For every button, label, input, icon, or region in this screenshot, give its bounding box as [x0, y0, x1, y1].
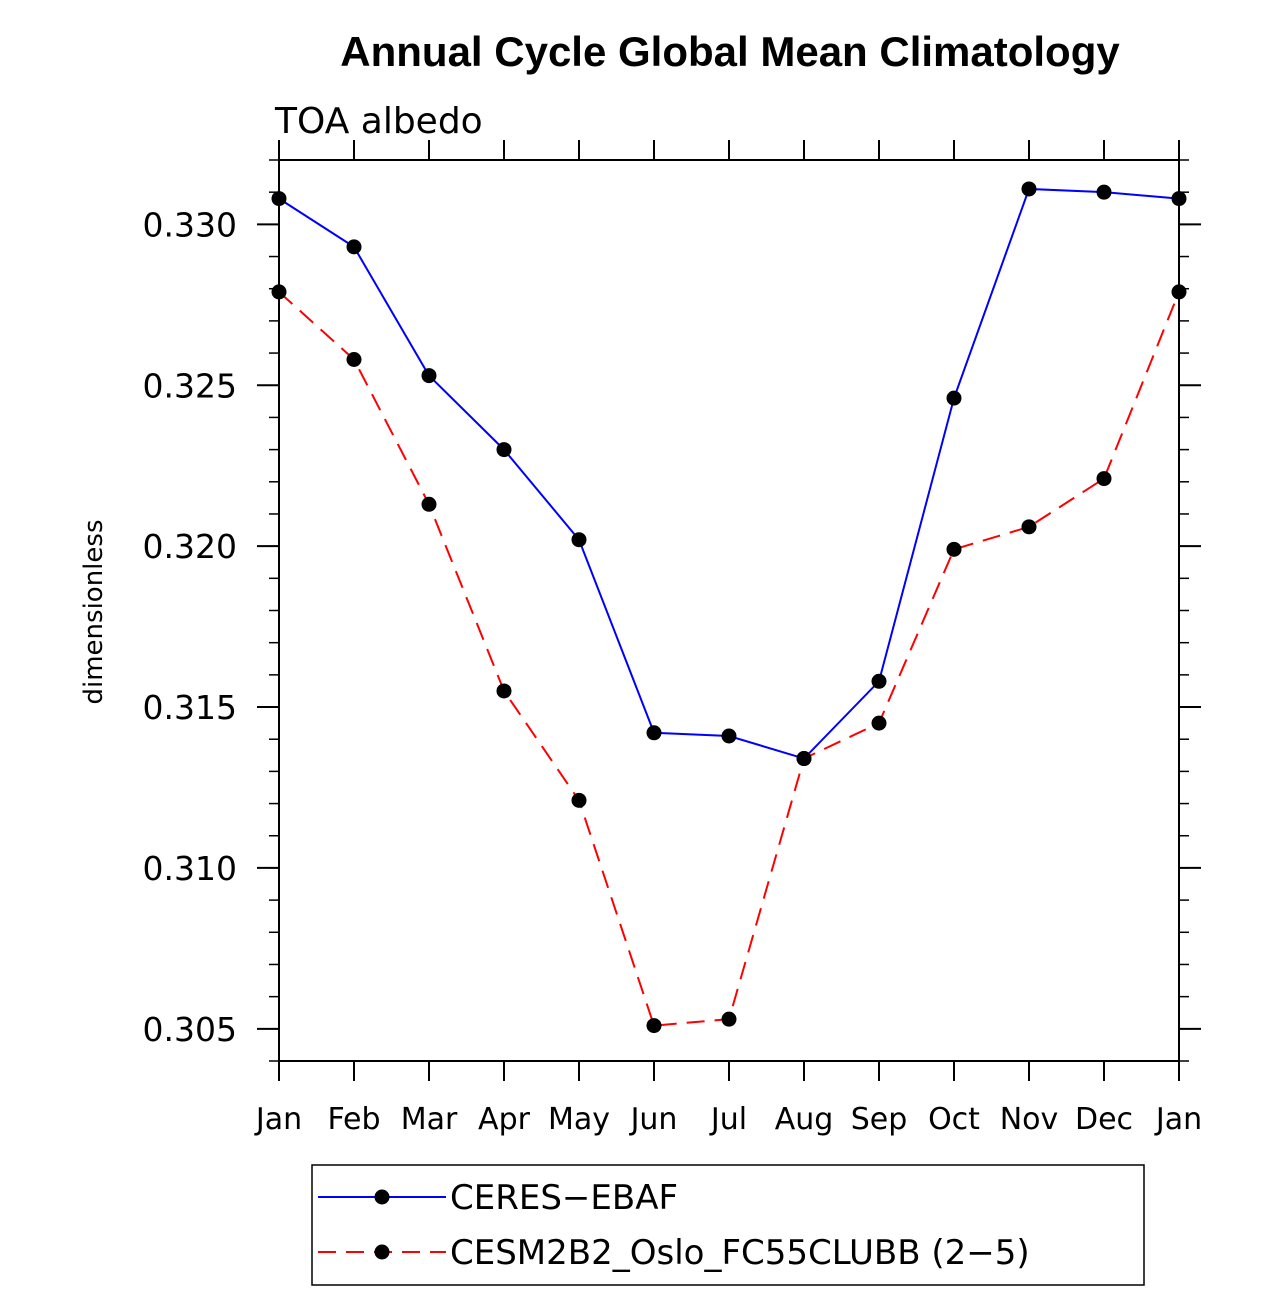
x-tick-label: Aug	[775, 1102, 834, 1137]
data-point	[1171, 191, 1187, 207]
legend-box	[311, 1164, 1145, 1286]
legend-marker	[374, 1189, 390, 1205]
x-tick-label: Jan	[1154, 1102, 1202, 1137]
axes: Jan Feb Mar Apr May Jun Jul Aug Sep Oct Nov Dec Jan 0…	[143, 140, 1202, 1137]
data-point	[1021, 181, 1037, 197]
x-tick-label: Nov	[1000, 1102, 1059, 1137]
y-tick-label: 0.320	[143, 527, 237, 566]
data-point	[1021, 519, 1037, 535]
y-axis-label: dimensionless	[79, 520, 109, 705]
data-point	[871, 673, 887, 689]
x-tick-label: Dec	[1075, 1102, 1133, 1137]
data-point	[721, 1011, 737, 1027]
data-point	[421, 496, 437, 512]
plot-frame	[278, 159, 1180, 1062]
x-tick-label: Jan	[254, 1102, 302, 1137]
data-point	[496, 442, 512, 458]
x-tick-label: Jul	[709, 1102, 747, 1137]
data-point	[796, 751, 812, 767]
chart-title: Annual Cycle Global Mean Climatology	[340, 28, 1120, 75]
data-point	[721, 728, 737, 744]
x-tick-label: Apr	[478, 1102, 531, 1137]
legend-marker	[374, 1244, 390, 1260]
data-point	[1171, 284, 1187, 300]
data-point	[571, 532, 587, 548]
legend-label: CESM2B2_Oslo_FC55CLUBB (2−5)	[450, 1233, 1030, 1273]
chart-subtitle: TOA albedo	[274, 101, 483, 142]
data-point	[871, 715, 887, 731]
data-point	[1096, 184, 1112, 200]
data-point	[571, 792, 587, 808]
y-tick-label: 0.315	[143, 688, 237, 727]
x-tick-label: Sep	[851, 1102, 908, 1137]
data-point	[1096, 471, 1112, 487]
y-tick-label: 0.330	[143, 205, 237, 244]
data-point	[346, 352, 362, 368]
y-tick-label: 0.325	[143, 366, 237, 405]
data-point	[646, 725, 662, 741]
data-point	[421, 368, 437, 384]
series-group	[271, 181, 1187, 1034]
x-tick-label: Oct	[928, 1102, 980, 1137]
data-point	[496, 683, 512, 699]
data-point	[271, 284, 287, 300]
y-tick-label: 0.305	[143, 1010, 237, 1049]
legend-label: CERES−EBAF	[450, 1178, 678, 1218]
x-tick-label: Feb	[327, 1102, 380, 1137]
series-line-2	[278, 291, 1180, 1027]
y-tick-label: 0.310	[143, 849, 237, 888]
x-tick-label: Mar	[401, 1102, 458, 1137]
data-point	[946, 541, 962, 557]
data-point	[271, 191, 287, 207]
data-point	[646, 1018, 662, 1034]
legend: CERES−EBAF CESM2B2_Oslo_FC55CLUBB (2−5)	[311, 1164, 1145, 1286]
x-tick-label: Jun	[629, 1102, 678, 1137]
data-point	[346, 239, 362, 255]
data-point	[946, 390, 962, 406]
x-tick-label: May	[548, 1102, 610, 1137]
